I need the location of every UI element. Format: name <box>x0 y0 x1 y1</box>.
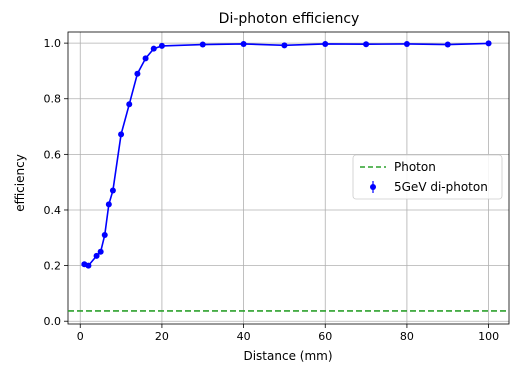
diphoton-point <box>281 42 288 49</box>
x-axis: 0 20 40 60 80 100 <box>77 324 499 343</box>
y-tick-label: 0.2 <box>44 260 62 273</box>
legend: Photon 5GeV di-photon <box>352 154 503 200</box>
legend-diphoton-marker <box>370 184 376 190</box>
diphoton-point <box>403 40 410 47</box>
x-tick-label: 80 <box>400 330 414 343</box>
chart-title: Di-photon efficiency <box>219 11 360 27</box>
diphoton-point <box>101 232 108 239</box>
legend-photon-label: Photon <box>394 160 436 174</box>
diphoton-point <box>93 252 100 259</box>
diphoton-point <box>150 45 157 52</box>
diphoton-point <box>142 55 149 62</box>
y-tick-label: 0.6 <box>44 148 62 161</box>
x-axis-label: Distance (mm) <box>243 349 332 363</box>
diphoton-point <box>158 42 165 49</box>
legend-diphoton-label: 5GeV di-photon <box>394 180 488 194</box>
diphoton-point <box>322 40 329 47</box>
x-tick-label: 20 <box>155 330 169 343</box>
diphoton-point <box>118 131 125 138</box>
x-tick-label: 0 <box>77 330 84 343</box>
y-axis-label: efficiency <box>13 154 27 212</box>
y-tick-label: 0.4 <box>44 204 62 217</box>
diphoton-series <box>81 40 492 269</box>
diphoton-point <box>199 41 206 48</box>
x-tick-label: 100 <box>478 330 499 343</box>
diphoton-point <box>105 201 112 208</box>
diphoton-point <box>240 40 247 47</box>
y-axis: 0.0 0.2 0.4 0.6 0.8 1.0 <box>44 37 68 328</box>
legend-box <box>352 154 503 200</box>
y-tick-label: 0.8 <box>44 93 62 106</box>
diphoton-point <box>126 101 133 108</box>
diphoton-point <box>85 262 92 269</box>
x-tick-label: 40 <box>237 330 251 343</box>
y-tick-label: 1.0 <box>44 37 62 50</box>
y-tick-label: 0.0 <box>44 315 62 328</box>
plot-area-frame <box>67 31 510 325</box>
diphoton-point <box>109 187 116 194</box>
diphoton-point <box>485 40 492 47</box>
diphoton-point <box>444 41 451 48</box>
diphoton-point <box>363 41 370 48</box>
diphoton-point <box>134 70 141 77</box>
diphoton-point <box>97 248 104 255</box>
x-tick-label: 60 <box>318 330 332 343</box>
